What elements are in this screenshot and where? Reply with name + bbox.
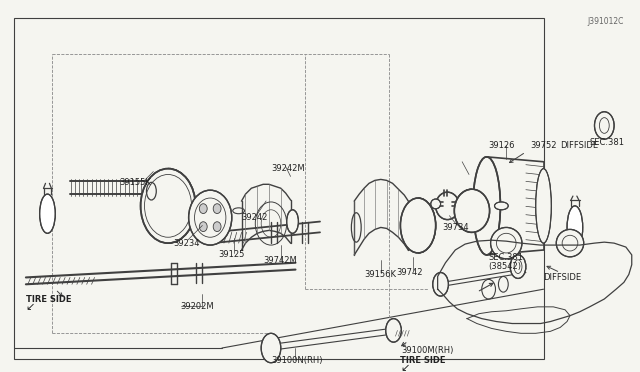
Ellipse shape xyxy=(40,194,55,233)
Ellipse shape xyxy=(199,222,207,231)
Text: (38542): (38542) xyxy=(488,262,522,271)
Text: SEC.381: SEC.381 xyxy=(488,253,524,262)
Ellipse shape xyxy=(510,255,526,278)
Text: 39752: 39752 xyxy=(531,141,557,150)
Text: 39100N(RH): 39100N(RH) xyxy=(271,356,323,365)
Text: 39126: 39126 xyxy=(488,141,515,150)
Text: ↙: ↙ xyxy=(401,363,410,372)
Ellipse shape xyxy=(199,204,207,214)
Text: TIRE SIDE: TIRE SIDE xyxy=(26,295,72,304)
Ellipse shape xyxy=(401,198,436,253)
Ellipse shape xyxy=(386,318,401,342)
Text: SEC.381: SEC.381 xyxy=(589,138,625,147)
Text: TIRE SIDE: TIRE SIDE xyxy=(401,356,446,365)
Text: 39742: 39742 xyxy=(396,268,423,277)
Ellipse shape xyxy=(189,190,232,245)
Text: 39156K: 39156K xyxy=(364,270,396,279)
Text: 39100M(RH): 39100M(RH) xyxy=(401,346,454,356)
Ellipse shape xyxy=(213,204,221,214)
Text: DIFFSIDE: DIFFSIDE xyxy=(543,273,582,282)
Text: 39242: 39242 xyxy=(241,213,268,222)
Ellipse shape xyxy=(431,199,440,209)
Ellipse shape xyxy=(473,157,500,255)
Text: 39155K: 39155K xyxy=(119,178,151,187)
Ellipse shape xyxy=(141,169,195,243)
Bar xyxy=(14,17,543,359)
Ellipse shape xyxy=(287,210,298,233)
Text: 39125: 39125 xyxy=(218,250,244,259)
Ellipse shape xyxy=(460,195,469,213)
Text: J391012C: J391012C xyxy=(588,17,624,26)
Text: 39742M: 39742M xyxy=(263,256,297,265)
Ellipse shape xyxy=(595,112,614,139)
Circle shape xyxy=(556,230,584,257)
Ellipse shape xyxy=(436,192,460,219)
Ellipse shape xyxy=(567,206,583,249)
Circle shape xyxy=(491,227,522,259)
Ellipse shape xyxy=(454,189,490,232)
Text: ↙: ↙ xyxy=(26,302,35,312)
Ellipse shape xyxy=(536,169,552,243)
Ellipse shape xyxy=(261,333,281,363)
Text: 39202M: 39202M xyxy=(180,302,214,311)
Text: 39234: 39234 xyxy=(173,238,200,248)
Ellipse shape xyxy=(213,222,221,231)
Text: 39734: 39734 xyxy=(442,223,469,232)
Text: DIFFSIDE: DIFFSIDE xyxy=(560,141,598,150)
Ellipse shape xyxy=(495,202,508,210)
Ellipse shape xyxy=(433,273,449,296)
Text: 39242M: 39242M xyxy=(271,164,305,173)
